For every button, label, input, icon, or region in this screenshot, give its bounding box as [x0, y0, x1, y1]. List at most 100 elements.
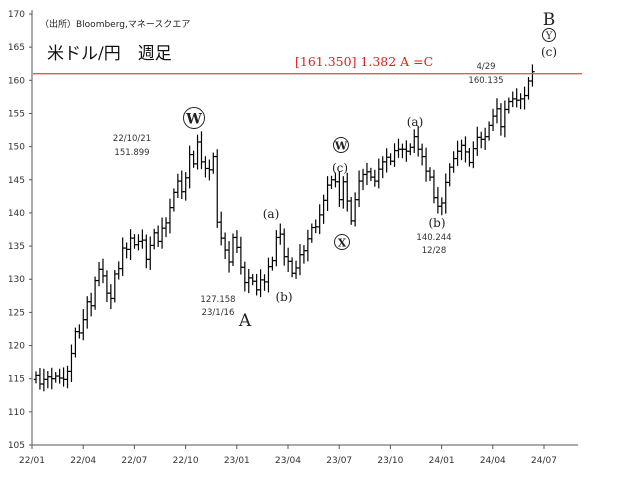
ohlc-bar	[92, 276, 98, 310]
ohlc-bar	[293, 260, 299, 279]
ohlc-bar	[258, 269, 263, 298]
ohlc-bar	[144, 234, 149, 269]
y-tick-label: 115	[8, 375, 25, 385]
ohlc-bar	[195, 134, 200, 170]
ohlc-bar	[116, 261, 121, 280]
x-tick-label: 23/04	[275, 456, 301, 466]
ohlc-bar	[321, 194, 326, 224]
ohlc-bar	[171, 188, 177, 212]
ohlc-bar	[435, 187, 441, 214]
ohlc-bar	[408, 143, 413, 156]
ohlc-bar	[49, 367, 54, 390]
ohlc-bar	[108, 284, 114, 310]
ohlc-bar	[155, 225, 161, 248]
ohlc-bar	[242, 261, 248, 292]
ohlc-bar	[471, 141, 476, 169]
x-tick-label: 24/07	[531, 456, 557, 466]
y-tick-label: 170	[8, 10, 25, 20]
peak-date: 4/29	[476, 62, 495, 72]
ohlc-bar	[451, 151, 456, 173]
ohlc-bar	[100, 258, 106, 284]
ohlc-bar	[506, 97, 511, 114]
ohlc-bar	[317, 204, 322, 235]
x-tick-label: 22/10	[173, 456, 199, 466]
ohlc-bar	[400, 143, 405, 159]
ohlc-bar	[222, 232, 228, 260]
ohlc-bar	[463, 136, 468, 163]
ohlc-bar	[112, 269, 117, 303]
y-ticks: 105 110 115 120 125 130 135 140 145 150 155 160 165 1…	[8, 10, 32, 451]
x-ticks: 22/01 22/04 22/07 22/10 23/01 23/04 23/07 23/10…	[19, 445, 557, 466]
y-tick-label: 145	[8, 176, 25, 186]
w-value: 151.899	[114, 148, 149, 158]
ohlc-bar	[57, 368, 62, 384]
ohlc-bar	[278, 223, 283, 245]
ohlc-bar	[159, 217, 165, 249]
ohlc-bar	[431, 169, 437, 204]
y-tick-label: 125	[8, 308, 25, 318]
y-label: Y	[545, 31, 553, 42]
ohlc-bar	[404, 140, 409, 162]
ohlc-bar	[325, 176, 330, 211]
ohlc-bar	[498, 103, 504, 136]
ohlc-bar	[136, 234, 141, 251]
ohlc-bar	[486, 121, 492, 141]
ohlc-bar	[514, 88, 519, 108]
wave-b1: (b)	[275, 290, 292, 304]
chart-title: 米ドル/円 週足	[47, 44, 172, 64]
ohlc-bar	[356, 170, 362, 207]
ohlc-bar	[364, 162, 370, 186]
ohlc-bar	[376, 158, 381, 189]
ohlc-bar	[140, 229, 145, 249]
ohlc-bar	[443, 173, 448, 214]
ohlc-bar	[207, 159, 212, 181]
x-tick-label: 24/04	[480, 456, 506, 466]
ohlc-bar	[396, 138, 401, 158]
ohlc-bar	[187, 145, 192, 189]
ohlc-bar	[250, 273, 255, 286]
ohlc-bar	[510, 91, 515, 108]
ohlc-bar	[254, 273, 259, 296]
ohlc-bar	[274, 230, 279, 267]
ohlc-bar	[309, 223, 314, 243]
ohlc-bar	[494, 98, 500, 124]
ohlc-bar	[490, 108, 496, 132]
ohlc-bar	[329, 175, 334, 190]
w2-circle	[333, 137, 349, 153]
wave-c1: (c)	[332, 161, 348, 175]
ohlc-bar	[183, 172, 188, 201]
y-tick-label: 105	[8, 441, 25, 451]
ohlc-bar	[88, 292, 94, 317]
w-circle	[183, 107, 205, 129]
ohlc-bar	[459, 139, 464, 161]
ohlc-bar	[120, 237, 125, 276]
ohlc-bar	[345, 172, 350, 212]
ohlc-bar	[415, 126, 421, 157]
w-date: 22/10/21	[113, 134, 151, 144]
ohlc-bar	[467, 147, 472, 167]
wave-a2: (a)	[407, 115, 424, 129]
ohlc-bar	[439, 197, 445, 216]
ohlc-bar	[148, 236, 153, 270]
ohlc-bar	[175, 173, 181, 199]
ohlc-bar	[211, 152, 216, 174]
ohlc-bar	[85, 296, 90, 329]
ohlc-bar	[199, 131, 204, 170]
target-label: [161.350] 1.382 A =C	[295, 54, 433, 69]
ohlc-bar	[266, 257, 271, 293]
ohlc-bar	[380, 156, 385, 179]
ohlc-bar	[518, 93, 523, 110]
ohlc-bar	[128, 229, 133, 261]
y-tick-label: 130	[8, 275, 25, 285]
ohlc-bar	[475, 126, 480, 156]
x-tick-label: 23/10	[377, 456, 403, 466]
ohlc-bar	[73, 327, 78, 358]
ohlc-bar	[502, 100, 508, 138]
ohlc-bar	[270, 256, 275, 271]
price-bars	[33, 64, 535, 392]
ohlc-bar	[81, 309, 86, 341]
y-tick-label: 140	[8, 209, 25, 219]
a-value: 127.158	[200, 295, 235, 305]
ohlc-bar	[352, 192, 358, 227]
